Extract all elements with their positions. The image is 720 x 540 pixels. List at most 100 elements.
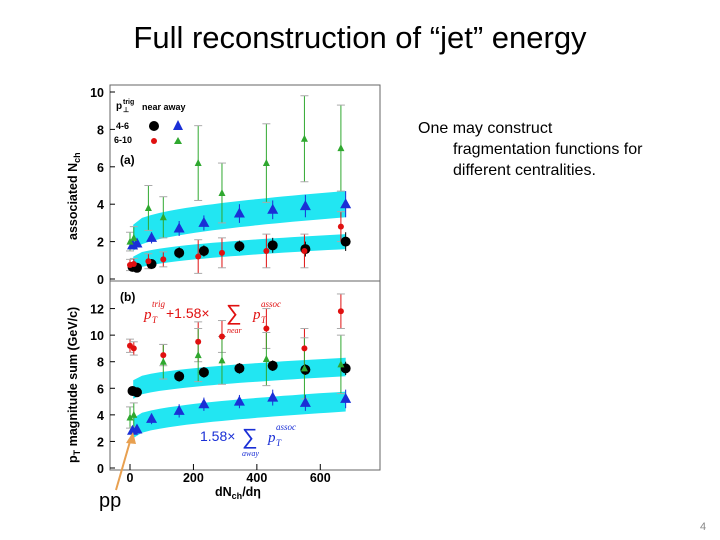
panel-a-away-4-6-point bbox=[198, 216, 210, 227]
panel-a-away-6-10-point bbox=[144, 203, 152, 211]
panel-b-near-sum-6-10-point bbox=[195, 338, 202, 345]
panel-b-near-sum-6-10-point bbox=[160, 352, 167, 359]
formula-near-p: p bbox=[143, 307, 152, 323]
panel-a-near-6-10-point bbox=[195, 253, 202, 260]
panel-b-away-sum-6-10-point bbox=[262, 355, 270, 363]
panel-b-near-sum-4-6-point bbox=[198, 367, 209, 378]
legend-away-4-6-marker bbox=[173, 120, 183, 130]
panel-a-away-6-10-point bbox=[300, 134, 308, 142]
panel-a-ytick-label: 4 bbox=[97, 198, 104, 212]
panel-b-away-sum-4-6-point bbox=[173, 404, 185, 415]
panel-b-near-sum-4-6-point bbox=[131, 387, 142, 398]
panel-a-ytick-label: 2 bbox=[97, 236, 104, 250]
panel-b-ytick-label: 0 bbox=[97, 462, 104, 476]
pp-arrow-head bbox=[126, 432, 136, 444]
formula-near-under: near bbox=[227, 326, 243, 335]
formula-away-under: away bbox=[242, 449, 259, 458]
panel-a-ytick-label: 8 bbox=[97, 123, 104, 137]
panel-b-near-sum-6-10-point bbox=[301, 345, 308, 352]
panel-b-ytick-label: 10 bbox=[90, 329, 104, 343]
page-number: 4 bbox=[700, 521, 707, 533]
panel-b-band-1 bbox=[133, 391, 346, 439]
x-axis-label: dNch/dη bbox=[215, 485, 261, 501]
panel-a-away-6-10-point bbox=[337, 144, 345, 152]
panel-b-near-sum-4-6-point bbox=[234, 363, 245, 374]
panel-a-away-4-6-point bbox=[146, 231, 158, 242]
panel-b-ytick-label: 8 bbox=[97, 356, 104, 370]
panel-b-away-sum-6-10-point bbox=[218, 356, 226, 364]
panel-a-near-6-10-point bbox=[301, 247, 308, 254]
formula-near-sub2: T bbox=[261, 315, 267, 325]
panel-a-band-0 bbox=[133, 234, 346, 272]
formula-away-sup2: assoc bbox=[276, 422, 296, 432]
x-tick-label: 400 bbox=[246, 471, 267, 485]
panel-a-near-4-6-point bbox=[174, 247, 185, 258]
legend-trig-sub: ⊥ bbox=[123, 106, 129, 114]
panel-b-ytick-label: 6 bbox=[97, 382, 104, 396]
formula-near-p2: p bbox=[252, 307, 261, 323]
pp-arrow bbox=[115, 437, 132, 491]
note-line-3: different centralities. bbox=[453, 162, 596, 179]
note-line-1: One may construct bbox=[418, 120, 553, 137]
panel-b-away-sum-4-6-point bbox=[233, 395, 245, 406]
panel-b-away-sum-4-6-point bbox=[340, 392, 352, 403]
panel-a-near-6-10-point bbox=[263, 247, 270, 254]
figure-frame bbox=[109, 84, 381, 471]
panel-b-band-0 bbox=[133, 357, 346, 399]
x-tick-label: 200 bbox=[183, 471, 204, 485]
panel-b-away-sum-6-10-point bbox=[126, 413, 134, 421]
formula-away-pre: 1.58× bbox=[200, 428, 235, 444]
panel-b-away-sum-6-10-point bbox=[300, 364, 308, 372]
formula-near-sup2: assoc bbox=[261, 299, 281, 309]
panel-a-near-6-10-point bbox=[337, 223, 344, 230]
panel-b-ytick-label: 12 bbox=[90, 303, 104, 317]
panel-a-away-4-6-point bbox=[267, 203, 279, 214]
panel-b-away-sum-6-10-point bbox=[159, 357, 167, 365]
panel-b-away-sum-4-6-point bbox=[131, 423, 143, 434]
legend-trig-symbol: p bbox=[116, 101, 122, 112]
panel-a-away-4-6-point bbox=[299, 200, 311, 211]
panel-b-away-sum-6-10-point bbox=[130, 410, 138, 418]
formula-away-sub2: T bbox=[276, 438, 282, 448]
panel-a-near-4-6-point bbox=[198, 245, 209, 256]
legend-near-4-6-marker bbox=[149, 121, 159, 131]
panel-a-near-4-6-point bbox=[340, 236, 351, 247]
panel-a-near-6-10-point bbox=[130, 261, 137, 268]
panel-a-ytick-label: 10 bbox=[90, 86, 104, 100]
x-tick-label: 0 bbox=[127, 471, 134, 485]
panel-b-away-sum-4-6-point bbox=[267, 391, 279, 402]
formula-away-sum: ∑ bbox=[242, 424, 258, 449]
formula-near-sub1: T bbox=[152, 315, 158, 325]
legend-away-6-10-marker bbox=[174, 137, 182, 144]
panel-a-away-4-6-point bbox=[131, 237, 143, 248]
panel-a-away-6-10-point bbox=[262, 159, 270, 167]
panel-b-near-sum-6-10-point bbox=[337, 308, 344, 315]
panel-b-away-sum-4-6-point bbox=[299, 396, 311, 407]
legend-trig-sup: trig bbox=[123, 99, 134, 106]
panel-b-near-sum-6-10-point bbox=[263, 325, 270, 332]
panel-a-near-4-6-point bbox=[267, 240, 278, 251]
slide-title: Full reconstruction of “jet” energy bbox=[133, 20, 587, 55]
formula-near-sum: ∑ bbox=[226, 300, 242, 325]
x-tick-label: 600 bbox=[310, 471, 331, 485]
panel-b-near-sum-6-10-point bbox=[130, 345, 137, 352]
legend-header-cols: near away bbox=[142, 102, 186, 112]
panel-a-away-4-6-point bbox=[173, 222, 185, 233]
panel-a-ytick-label: 6 bbox=[97, 161, 104, 175]
note-line-2: fragmentation functions for bbox=[453, 141, 643, 158]
panel-b-near-sum-4-6-point bbox=[174, 371, 185, 382]
legend-near-6-10-marker bbox=[151, 138, 157, 144]
panel-b-away-sum-6-10-point bbox=[337, 360, 345, 368]
panel-a-ytick-label: 0 bbox=[97, 273, 104, 287]
panel-a-away-6-10-point bbox=[218, 188, 226, 196]
legend-row-6-10: 6-10 bbox=[114, 135, 132, 145]
panel-a-near-6-10-point bbox=[145, 258, 152, 265]
panel-b-ytick-label: 4 bbox=[97, 409, 104, 423]
legend-row-4-6: 4-6 bbox=[116, 121, 129, 131]
panel-b-away-sum-4-6-point bbox=[146, 412, 158, 423]
formula-away-p2: p bbox=[267, 430, 276, 446]
panel-b-label: (b) bbox=[120, 290, 135, 304]
panel-b-away-sum-4-6-point bbox=[198, 398, 210, 409]
panel-b-ytick-label: 2 bbox=[97, 435, 104, 449]
